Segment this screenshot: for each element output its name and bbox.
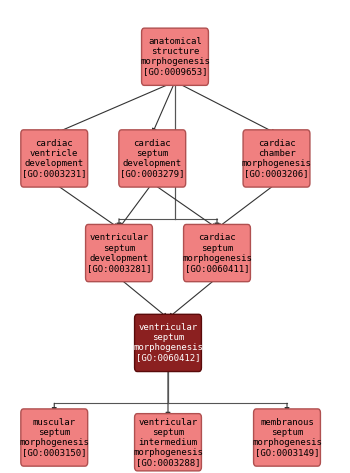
Text: cardiac
ventricle
development
[GO:0003231]: cardiac ventricle development [GO:000323… [22,139,86,178]
Text: anatomical
structure
morphogenesis
[GO:0009653]: anatomical structure morphogenesis [GO:0… [140,37,210,76]
FancyBboxPatch shape [21,130,88,187]
FancyBboxPatch shape [253,409,321,466]
Text: muscular
septum
morphogenesis
[GO:0003150]: muscular septum morphogenesis [GO:000315… [19,418,89,457]
Text: cardiac
septum
morphogenesis
[GO:0060411]: cardiac septum morphogenesis [GO:0060411… [182,234,252,272]
FancyBboxPatch shape [134,315,201,372]
Text: cardiac
septum
development
[GO:0003279]: cardiac septum development [GO:0003279] [120,139,184,178]
FancyBboxPatch shape [21,409,88,466]
FancyBboxPatch shape [134,413,201,471]
FancyBboxPatch shape [86,224,153,281]
Text: ventricular
septum
intermedium
morphogenesis
[GO:0003288]: ventricular septum intermedium morphogen… [133,418,203,467]
FancyBboxPatch shape [119,130,186,187]
FancyBboxPatch shape [141,28,208,86]
Text: ventricular
septum
development
[GO:0003281]: ventricular septum development [GO:00032… [87,234,151,272]
FancyBboxPatch shape [243,130,310,187]
Text: cardiac
chamber
morphogenesis
[GO:0003206]: cardiac chamber morphogenesis [GO:000320… [241,139,312,178]
Text: membranous
septum
morphogenesis
[GO:0003149]: membranous septum morphogenesis [GO:0003… [252,418,322,457]
Text: ventricular
septum
morphogenesis
[GO:0060412]: ventricular septum morphogenesis [GO:006… [133,324,203,362]
FancyBboxPatch shape [183,224,251,281]
